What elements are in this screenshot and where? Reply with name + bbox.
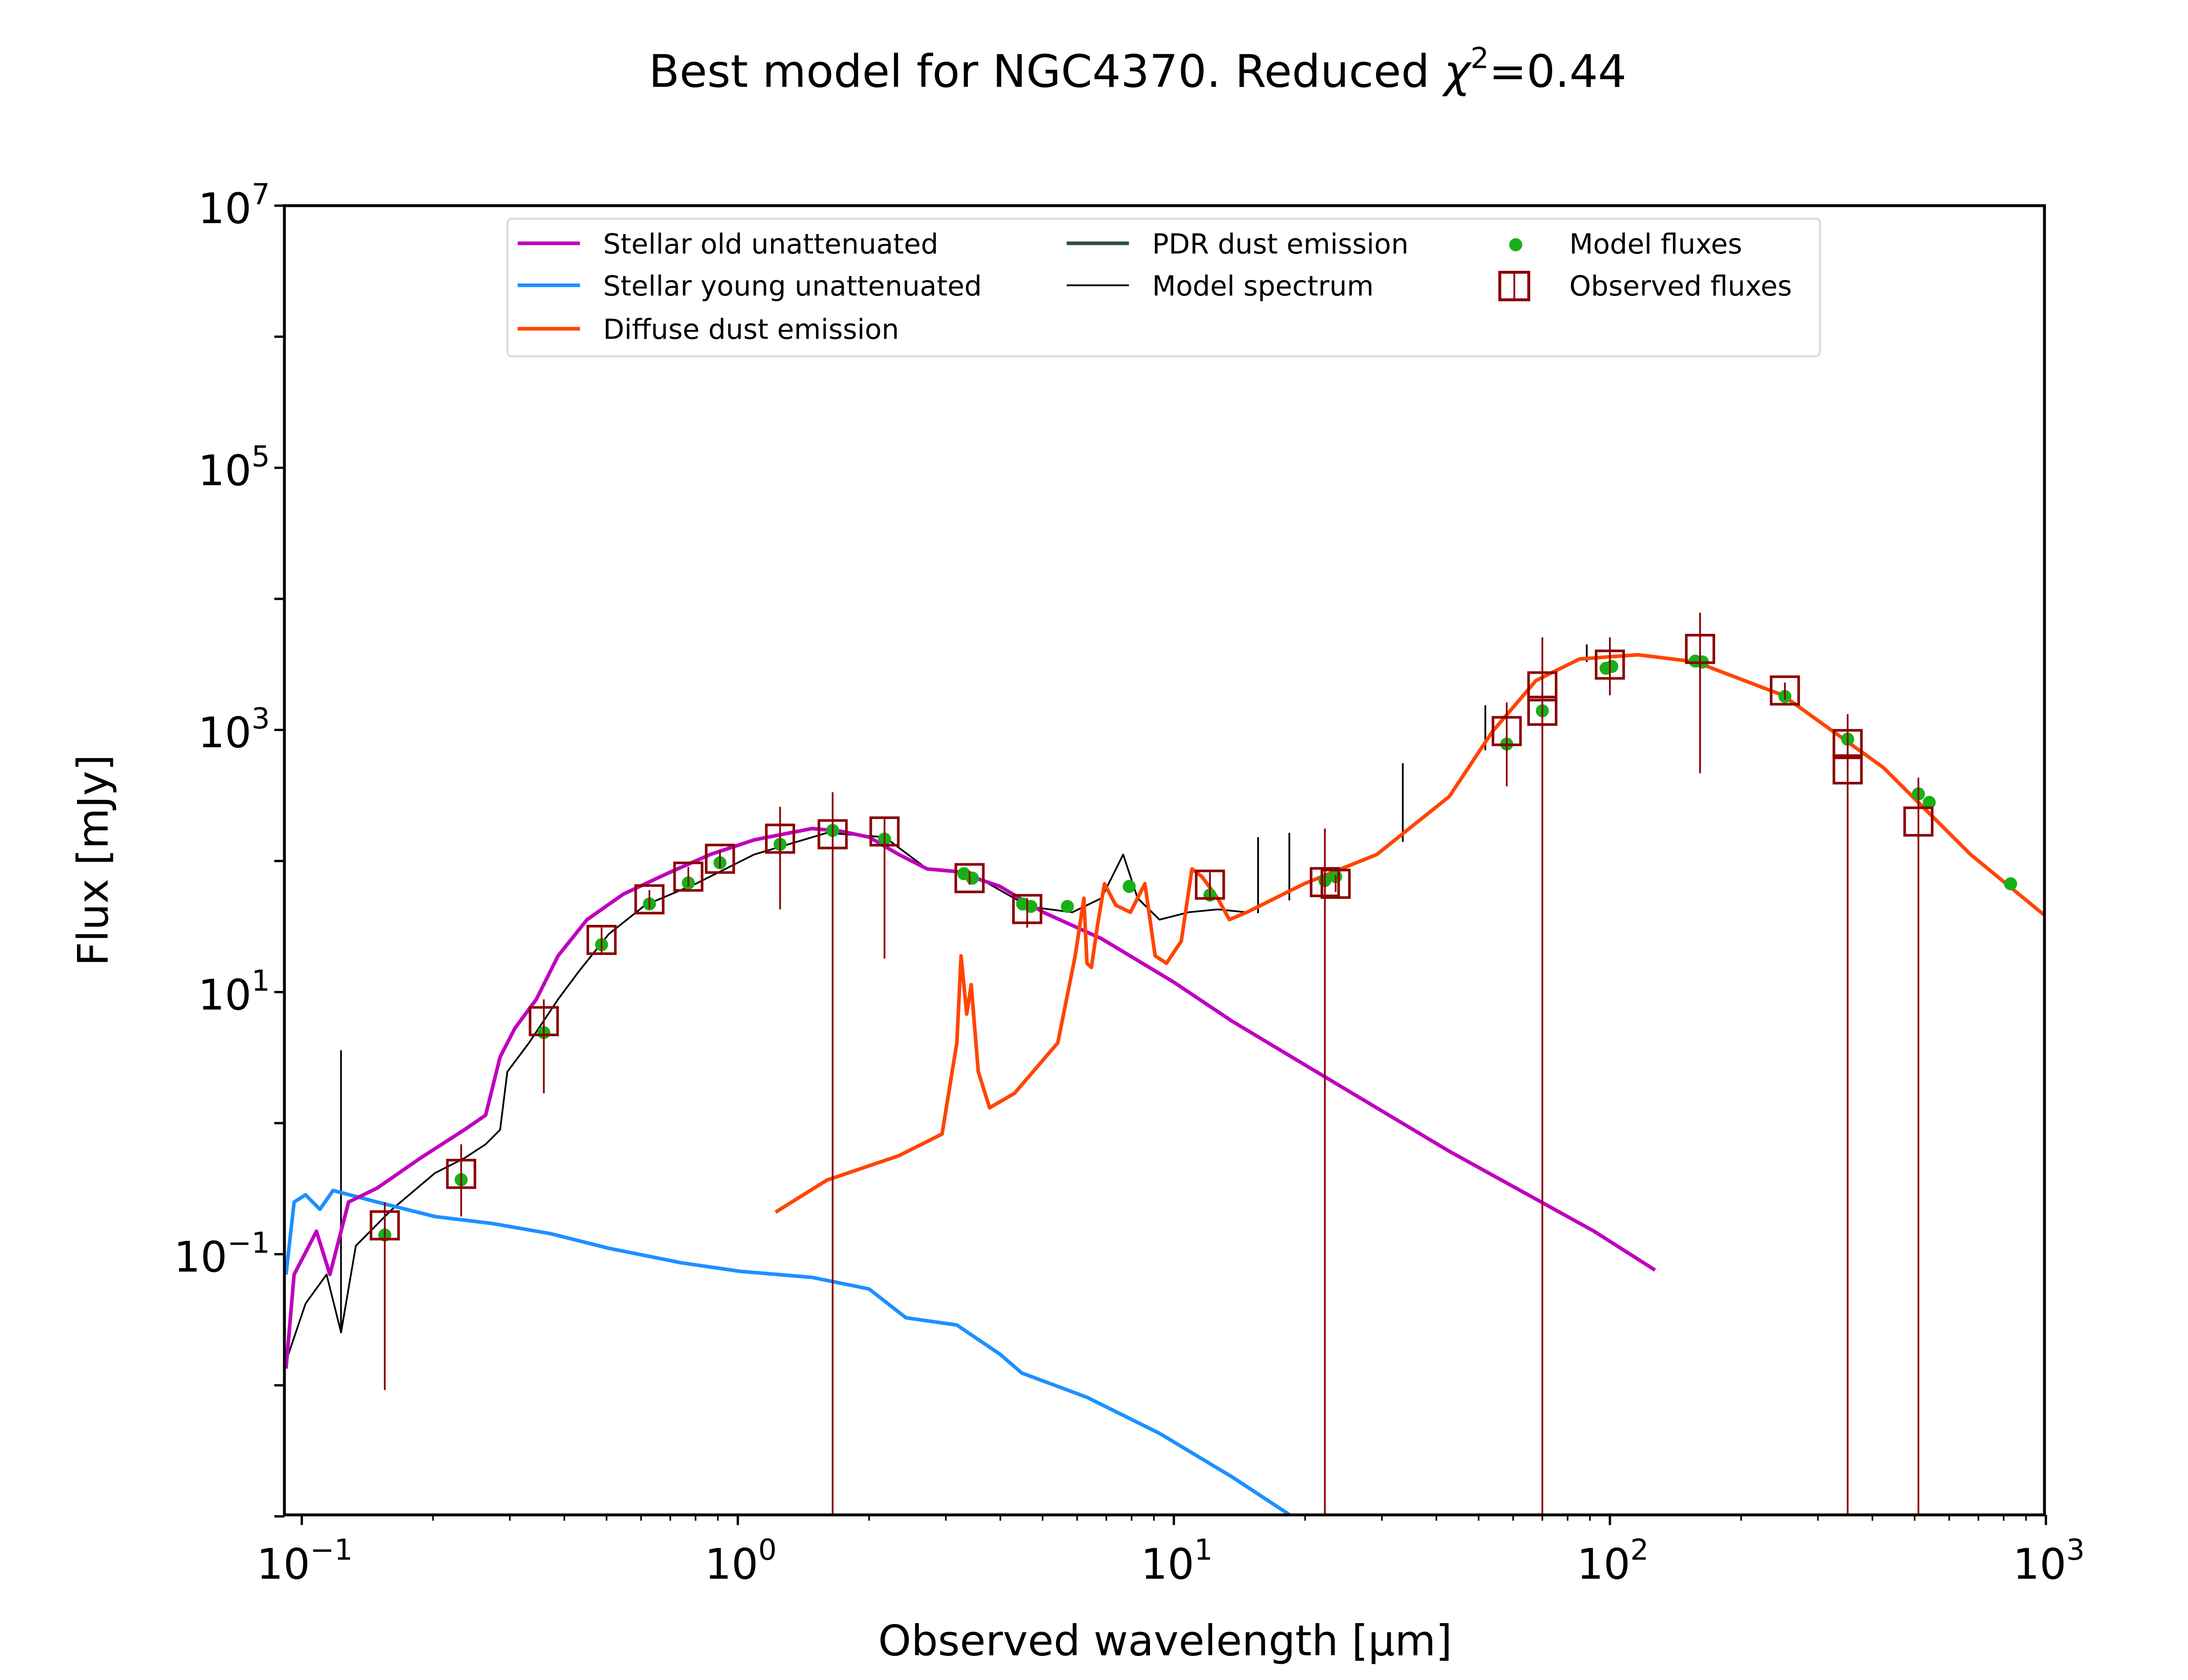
legend-label-observed-fluxes: Observed fluxes [1569,270,1792,302]
tick-label-base: 10 [1141,1540,1194,1589]
series-line-stellar-young-unattenuated [284,1188,1290,1515]
observed-flux-point [765,823,796,854]
tick-label-base: 10 [256,1540,310,1589]
model-flux-point [1122,880,1136,893]
legend: Stellar old unattenuated Stellar young u… [506,217,1821,357]
chart-title: Best model for NGC4370. Reduced χ2=0.44 [649,42,1627,98]
model-flux-point [1922,796,1936,809]
observed-flux-point [446,1158,477,1189]
series-line-stellar-old-unattenuated [284,826,1656,1369]
observed-flux-point [817,819,848,850]
tick-label-exponent: 5 [252,440,270,473]
x-axis-label: Observed wavelength [μm] [878,1617,1452,1666]
observed-flux-point [869,816,900,847]
y-tick-label: 107 [198,178,270,233]
y-tick-label: 10−1 [174,1226,270,1281]
observed-flux-point [1491,716,1522,746]
model-flux-point [1061,900,1074,913]
legend-label-stellar-old: Stellar old unattenuated [603,228,938,260]
observed-flux-point [1195,869,1225,900]
observed-flux-point [1770,675,1800,706]
legend-label-model-fluxes: Model fluxes [1569,228,1742,260]
y-axis-label: Flux [mJy] [69,755,118,966]
title-chi: χ [1442,46,1472,98]
x-tick-label: 100 [705,1533,777,1589]
tick-label-exponent: 0 [758,1533,777,1567]
observed-flux-point [586,924,617,955]
observed-flux-point [1527,696,1557,726]
axes-frame [283,204,2046,1516]
title-prefix: Best model for NGC4370. Reduced [649,46,1444,98]
legend-label-diffuse-dust: Diffuse dust emission [603,314,899,346]
model-flux-point [966,872,979,885]
y-tick-label: 103 [198,702,270,757]
title-sup: 2 [1470,42,1489,75]
x-tick-label: 102 [1577,1533,1648,1589]
tick-label-exponent: 1 [252,964,270,998]
tick-label-exponent: 7 [252,178,270,211]
tick-label-base: 10 [198,970,252,1019]
tick-label-base: 10 [705,1540,758,1589]
model-flux-point [1605,660,1619,673]
legend-label-model-spectrum: Model spectrum [1152,270,1374,302]
observed-flux-point [1012,894,1042,924]
x-tick-label: 101 [1141,1533,1213,1589]
tick-label-exponent: −1 [227,1226,270,1260]
model-flux-point [1024,900,1038,913]
observed-flux-point [1310,867,1340,897]
tick-label-exponent: 1 [1194,1533,1213,1567]
observed-flux-point [1903,806,1934,837]
observed-flux-point [705,844,735,874]
tick-label-base: 10 [2013,1540,2066,1589]
y-tick-label: 101 [198,964,270,1019]
observed-flux-point [673,861,704,892]
tick-label-base: 10 [1577,1540,1630,1589]
observed-flux-point [634,884,665,915]
x-tick-label: 10−1 [256,1533,353,1589]
plot-area [284,612,2044,1515]
observed-flux-point [1320,868,1351,899]
tick-label-exponent: 2 [1630,1533,1649,1567]
observed-flux-point [1595,649,1625,680]
observed-flux-point [954,863,985,893]
legend-label-pdr-dust: PDR dust emission [1152,228,1409,260]
observed-flux-point [1685,634,1715,664]
title-suffix: =0.44 [1489,46,1627,98]
observed-flux-point [1832,754,1863,785]
tick-label-exponent: −1 [310,1533,353,1567]
tick-label-base: 10 [198,708,252,757]
model-flux-point [2004,877,2017,891]
legend-frame [506,217,1821,357]
x-tick-label: 103 [2013,1533,2085,1589]
tick-label-exponent: 3 [2066,1533,2085,1567]
tick-label-base: 10 [198,446,252,495]
observed-flux-point [529,1006,559,1036]
tick-label-base: 10 [198,184,252,233]
tick-label-base: 10 [174,1232,227,1281]
y-tick-label: 105 [198,440,270,495]
observed-flux-point [369,1210,400,1241]
legend-marker-model-fluxes [1509,238,1522,252]
tick-label-exponent: 3 [252,702,270,735]
legend-label-stellar-young: Stellar young unattenuated [603,270,982,302]
